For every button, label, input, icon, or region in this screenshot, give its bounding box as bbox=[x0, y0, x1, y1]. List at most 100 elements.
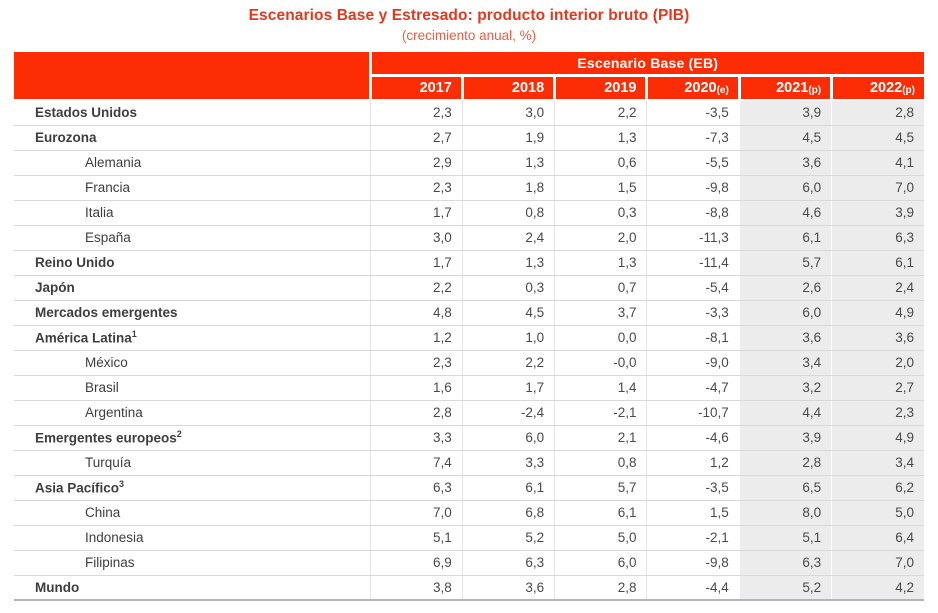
cell-value: 1,3 bbox=[461, 150, 555, 176]
cell-value: 4,9 bbox=[831, 425, 924, 451]
year-column-header: 2022(p) bbox=[830, 75, 924, 101]
year-column-header: 2018 bbox=[460, 75, 555, 101]
cell-value: 2,0 bbox=[831, 350, 924, 376]
row-label-text: Alemania bbox=[85, 155, 142, 170]
cell-value: 3,8 bbox=[369, 575, 463, 601]
cell-value: 2,7 bbox=[369, 125, 463, 151]
cell-value: 2,3 bbox=[369, 350, 463, 376]
table-row: Mundo 3,8 3,6 2,8 -4,4 5,2 4,2 bbox=[14, 575, 924, 601]
row-label: Japón bbox=[14, 275, 370, 301]
table-row: Francia 2,3 1,8 1,5 -9,8 6,0 7,0 bbox=[14, 175, 924, 201]
cell-value: 1,7 bbox=[369, 200, 463, 226]
year-label: 2020 bbox=[684, 79, 717, 96]
cell-value: 2,4 bbox=[461, 225, 555, 251]
cell-value: 6,1 bbox=[554, 500, 647, 526]
cell-value: 0,3 bbox=[554, 200, 647, 226]
cell-value: 6,0 bbox=[461, 425, 555, 451]
cell-value: 4,2 bbox=[831, 575, 924, 601]
cell-value: 3,4 bbox=[738, 350, 832, 376]
row-label: Asia Pacífico3 bbox=[14, 475, 370, 501]
cell-value: 2,8 bbox=[554, 575, 647, 601]
row-label-text: China bbox=[85, 505, 121, 520]
row-label: Reino Unido bbox=[14, 250, 370, 276]
row-label-text: Francia bbox=[85, 180, 131, 195]
cell-value: 5,7 bbox=[554, 475, 647, 501]
row-label-text: América Latina bbox=[35, 330, 132, 346]
year-suffix: (p) bbox=[902, 84, 915, 96]
cell-value: 2,1 bbox=[554, 425, 647, 451]
row-label: Emergentes europeos2 bbox=[14, 425, 370, 451]
row-label-text: Asia Pacífico bbox=[35, 480, 120, 496]
cell-value: 3,7 bbox=[554, 300, 647, 326]
table-row: China 7,0 6,8 6,1 1,5 8,0 5,0 bbox=[14, 500, 924, 526]
cell-value: 1,3 bbox=[554, 250, 647, 276]
cell-value: 2,8 bbox=[831, 100, 924, 126]
cell-value: 2,9 bbox=[369, 150, 463, 176]
cell-value: 3,0 bbox=[369, 225, 463, 251]
row-label-text: Mundo bbox=[35, 579, 80, 595]
cell-value: 1,4 bbox=[554, 375, 647, 401]
row-label: España bbox=[14, 225, 370, 251]
row-label: Eurozona bbox=[14, 125, 370, 151]
cell-value: -4,6 bbox=[646, 425, 740, 451]
cell-value: 6,0 bbox=[738, 175, 832, 201]
cell-value: -2,1 bbox=[646, 525, 740, 551]
cell-value: 4,8 bbox=[369, 300, 463, 326]
cell-value: -4,4 bbox=[646, 575, 740, 601]
row-label: Mundo bbox=[14, 575, 370, 601]
figure-title: Escenarios Base y Estresado: producto in… bbox=[248, 7, 690, 24]
cell-value: 6,9 bbox=[369, 550, 463, 576]
cell-value: 3,3 bbox=[461, 450, 555, 476]
year-column-header: 2017 bbox=[368, 75, 463, 101]
cell-value: 1,7 bbox=[369, 250, 463, 276]
cell-value: 2,3 bbox=[369, 100, 463, 126]
table-row: Indonesia 5,1 5,2 5,0 -2,1 5,1 6,4 bbox=[14, 525, 924, 551]
table-row: Filipinas 6,9 6,3 6,0 -9,8 6,3 7,0 bbox=[14, 550, 924, 576]
cell-value: 7,4 bbox=[369, 450, 463, 476]
cell-value: -8,1 bbox=[646, 325, 740, 351]
row-label-text: Emergentes europeos bbox=[35, 430, 177, 446]
year-column-header: 2020(e) bbox=[645, 75, 740, 101]
table-row: España 3,0 2,4 2,0 -11,3 6,1 6,3 bbox=[14, 225, 924, 251]
table-body: Estados Unidos 2,3 3,0 2,2 -3,5 3,9 2,8 Eurozon… bbox=[14, 100, 924, 601]
row-label: Mercados emergentes bbox=[14, 300, 370, 326]
table-row: Alemania 2,9 1,3 0,6 -5,5 3,6 4,1 bbox=[14, 150, 924, 176]
figure-subtitle: (crecimiento anual, %) bbox=[401, 28, 537, 43]
cell-value: 4,6 bbox=[738, 200, 832, 226]
cell-value: 1,9 bbox=[461, 125, 555, 151]
row-label: México bbox=[14, 350, 370, 376]
cell-value: 3,9 bbox=[831, 200, 924, 226]
cell-value: 6,3 bbox=[831, 225, 924, 251]
year-label: 2019 bbox=[604, 79, 637, 96]
cell-value: 1,3 bbox=[461, 250, 555, 276]
cell-value: 2,3 bbox=[369, 175, 463, 201]
cell-value: -3,5 bbox=[646, 100, 740, 126]
row-label-text: Japón bbox=[35, 280, 75, 295]
table-header: Escenario Base (EB) 2017 2018 2019 2020(e) 2… bbox=[14, 52, 924, 101]
row-label-text: Reino Unido bbox=[35, 255, 115, 270]
row-label-text: España bbox=[85, 230, 131, 245]
cell-value: 2,3 bbox=[831, 400, 924, 426]
cell-value: -2,4 bbox=[461, 400, 555, 426]
cell-value: 3,9 bbox=[738, 425, 832, 451]
cell-value: 6,0 bbox=[554, 550, 647, 576]
cell-value: -5,4 bbox=[646, 275, 740, 301]
cell-value: 2,8 bbox=[369, 400, 463, 426]
table-row: Argentina 2,8 -2,4 -2,1 -10,7 4,4 2,3 bbox=[14, 400, 924, 426]
cell-value: 3,2 bbox=[738, 375, 832, 401]
cell-value: 2,8 bbox=[738, 450, 832, 476]
table-row: Mercados emergentes 4,8 4,5 3,7 -3,3 6,0 4,9 bbox=[14, 300, 924, 326]
cell-value: 6,3 bbox=[369, 475, 463, 501]
cell-value: 2,0 bbox=[554, 225, 647, 251]
row-label-text: México bbox=[85, 355, 128, 370]
cell-value: 0,6 bbox=[554, 150, 647, 176]
row-label: Indonesia bbox=[14, 525, 370, 551]
row-label: China bbox=[14, 500, 370, 526]
cell-value: 5,0 bbox=[554, 525, 647, 551]
cell-value: 1,0 bbox=[461, 325, 555, 351]
table-row: México 2,3 2,2 -0,0 -9,0 3,4 2,0 bbox=[14, 350, 924, 376]
cell-value: -3,3 bbox=[646, 300, 740, 326]
cell-value: 8,0 bbox=[738, 500, 832, 526]
footnote-marker: 1 bbox=[131, 329, 137, 340]
cell-value: 6,3 bbox=[461, 550, 555, 576]
